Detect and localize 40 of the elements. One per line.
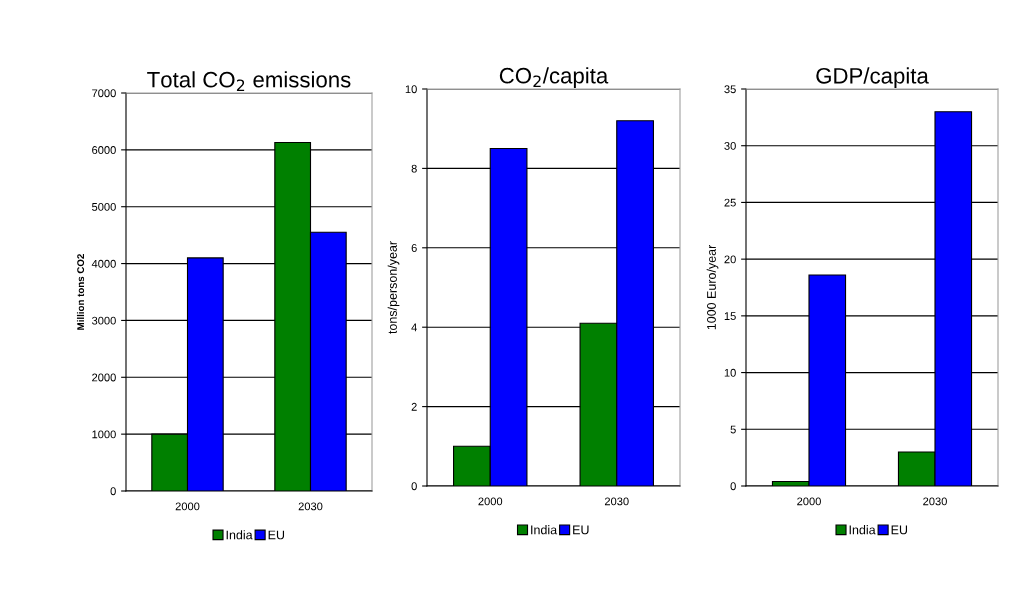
legend-label: EU xyxy=(573,525,589,535)
legend-label: EU xyxy=(891,525,908,535)
y-tick-label: 0 xyxy=(730,482,736,491)
y-tick-label: 6 xyxy=(411,244,417,252)
y-tick-label: 10 xyxy=(724,368,736,377)
y-axis-title: Million tons CO2 xyxy=(76,254,85,330)
y-tick-label: 6000 xyxy=(92,146,116,154)
legend-label: India xyxy=(226,530,253,540)
y-tick-label: 0 xyxy=(411,482,417,491)
legend-label: EU xyxy=(268,530,285,540)
x-tick-label: 2000 xyxy=(478,497,503,506)
y-axis-title: 1000 Euro/year xyxy=(706,244,719,330)
y-tick-label: 7000 xyxy=(92,89,116,98)
y-tick-label: 4 xyxy=(411,323,417,332)
chart-title: Total CO$_{2}$ emissions xyxy=(147,71,351,91)
chart-title: GDP/capita xyxy=(816,67,929,89)
chart-title: CO$_{2}$/capita xyxy=(499,67,609,88)
x-tick-label: 2000 xyxy=(797,497,821,506)
x-tick-label: 2030 xyxy=(923,497,947,506)
y-tick-label: 30 xyxy=(724,141,736,150)
y-tick-label: 10 xyxy=(405,85,417,94)
y-tick-label: 35 xyxy=(724,85,736,94)
legend-label: India xyxy=(531,525,558,535)
y-tick-label: 2000 xyxy=(92,373,116,382)
y-tick-label: 0 xyxy=(110,487,116,496)
y-tick-label: 8 xyxy=(411,164,417,173)
y-tick-label: 4000 xyxy=(91,259,116,268)
x-tick-label: 2030 xyxy=(298,502,323,511)
y-axis-title: tons/person/year xyxy=(387,241,400,334)
y-tick-label: 15 xyxy=(724,312,736,320)
x-tick-label: 2030 xyxy=(604,497,629,506)
x-tick-label: 2000 xyxy=(175,502,200,511)
y-tick-label: 25 xyxy=(724,198,736,207)
y-tick-label: 3000 xyxy=(91,316,116,325)
y-tick-label: 5000 xyxy=(92,202,116,211)
y-tick-label: 1000 xyxy=(92,430,116,439)
y-tick-label: 5 xyxy=(730,425,736,434)
y-tick-label: 20 xyxy=(724,255,736,264)
legend-label: India xyxy=(849,525,876,535)
y-tick-label: 2 xyxy=(411,402,417,411)
